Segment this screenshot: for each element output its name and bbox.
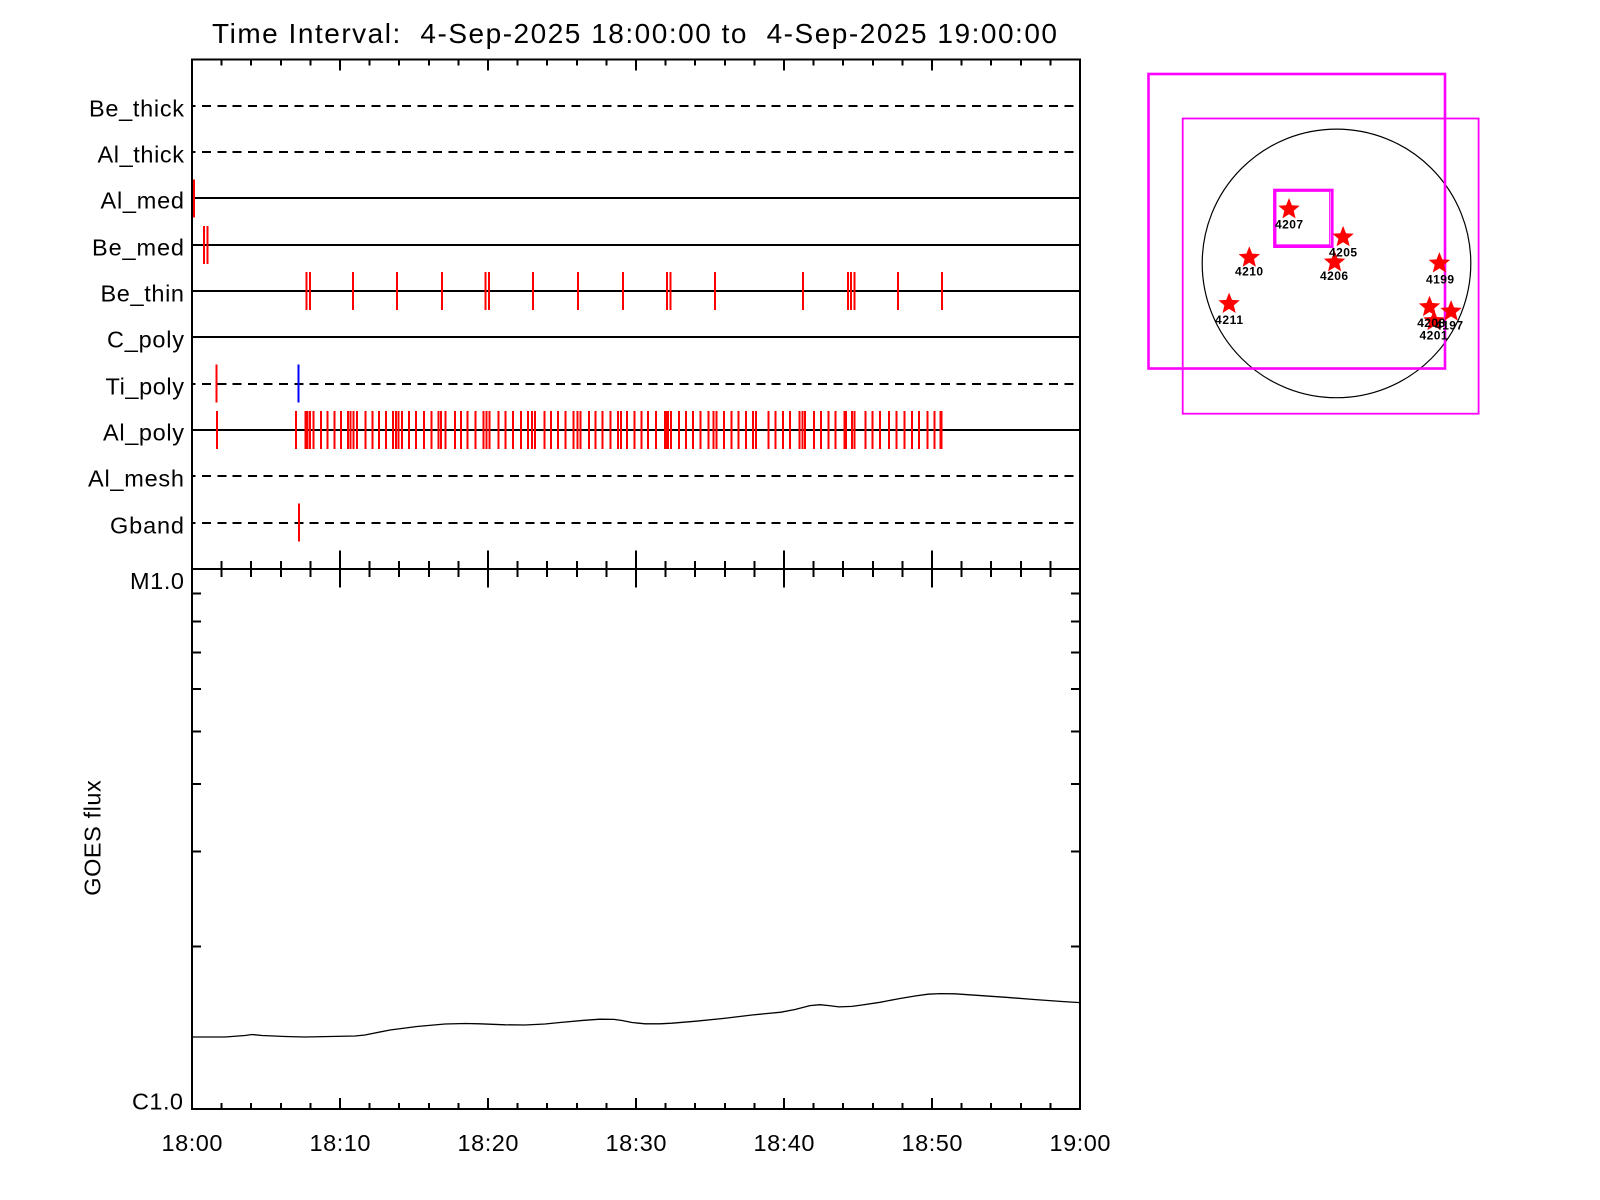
- svg-text:Al_thick: Al_thick: [98, 142, 185, 168]
- svg-text:M1.0: M1.0: [130, 568, 184, 594]
- svg-text:4211: 4211: [1215, 313, 1243, 327]
- svg-text:18:20: 18:20: [458, 1130, 519, 1156]
- svg-text:4205: 4205: [1329, 246, 1357, 260]
- svg-text:C_poly: C_poly: [107, 327, 184, 353]
- svg-text:Ti_poly: Ti_poly: [106, 374, 185, 400]
- svg-text:Al_mesh: Al_mesh: [88, 466, 184, 492]
- svg-text:4201: 4201: [1420, 328, 1448, 342]
- svg-text:Be_med: Be_med: [92, 235, 184, 261]
- svg-text:4197: 4197: [1435, 318, 1463, 332]
- svg-text:4210: 4210: [1235, 265, 1263, 279]
- svg-text:4206: 4206: [1320, 269, 1348, 283]
- svg-text:4199: 4199: [1426, 273, 1454, 287]
- svg-text:18:30: 18:30: [606, 1130, 667, 1156]
- svg-text:C1.0: C1.0: [132, 1089, 183, 1115]
- svg-text:19:00: 19:00: [1050, 1130, 1111, 1156]
- svg-text:GOES flux: GOES flux: [80, 780, 106, 896]
- svg-text:4207: 4207: [1275, 218, 1303, 232]
- svg-text:Time Interval: 4-Sep-2025 18:: Time Interval: 4-Sep-2025 18:00:00 to 4-…: [212, 18, 1057, 49]
- svg-text:Al_poly: Al_poly: [103, 420, 184, 446]
- svg-text:18:50: 18:50: [902, 1130, 963, 1156]
- svg-text:4208: 4208: [1417, 316, 1445, 330]
- svg-text:18:40: 18:40: [754, 1130, 815, 1156]
- svg-text:Be_thin: Be_thin: [101, 281, 185, 307]
- svg-text:18:10: 18:10: [310, 1130, 371, 1156]
- svg-text:18:00: 18:00: [162, 1130, 223, 1156]
- svg-text:Gband: Gband: [110, 513, 184, 539]
- svg-text:Be_thick: Be_thick: [89, 96, 184, 122]
- svg-text:Al_med: Al_med: [101, 188, 185, 214]
